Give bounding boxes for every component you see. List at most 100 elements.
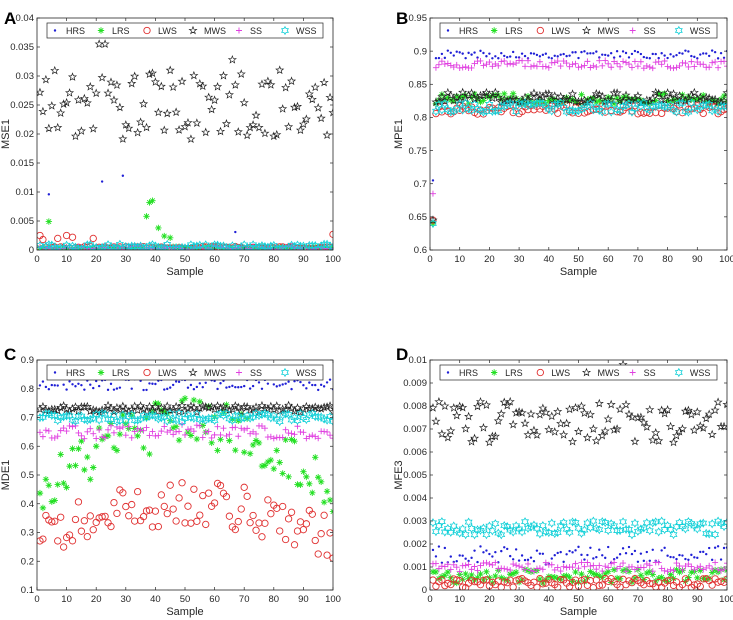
data-point: [485, 55, 488, 58]
legend-box: [46, 22, 324, 39]
data-point: [523, 430, 533, 439]
data-point: [488, 52, 491, 55]
data-point: [72, 462, 79, 469]
data-point: [551, 573, 558, 581]
x-tick-label: 0: [34, 254, 39, 265]
legend-label: HRS: [66, 26, 85, 36]
data-point: [615, 404, 625, 414]
data-point: [668, 89, 679, 98]
data-point: [693, 556, 696, 559]
y-tick-label: 0.7: [414, 179, 427, 190]
data-point: [446, 49, 450, 52]
data-point: [615, 95, 625, 105]
data-point: [625, 61, 632, 68]
x-tick-label: 60: [603, 594, 614, 605]
data-point: [637, 572, 645, 579]
data-point: [503, 54, 506, 58]
data-point: [536, 565, 543, 572]
data-point: [167, 427, 174, 434]
data-point: [503, 546, 506, 549]
data-point: [147, 68, 157, 78]
data-point: [544, 89, 554, 98]
data-point: [565, 95, 575, 105]
data-point: [699, 518, 708, 528]
data-point: [326, 529, 333, 537]
data-point: [122, 502, 130, 511]
data-point: [571, 51, 574, 54]
data-point: [553, 406, 563, 416]
data-point: [461, 52, 464, 55]
y-tick-label: 0.001: [403, 562, 427, 573]
legend-marker: [446, 371, 450, 374]
data-point: [578, 91, 585, 98]
data-point: [709, 565, 716, 572]
data-points: [37, 377, 333, 562]
data-point: [655, 574, 662, 582]
data-point: [637, 58, 644, 65]
data-point: [290, 387, 293, 391]
data-point: [563, 564, 570, 571]
data-point: [628, 64, 635, 71]
data-point: [658, 61, 665, 68]
data-point: [510, 61, 517, 68]
data-point: [236, 406, 246, 416]
data-point: [182, 431, 188, 438]
data-point: [572, 568, 579, 576]
data-point: [316, 113, 326, 123]
legend-label: LWS: [158, 26, 177, 36]
data-point: [196, 511, 204, 519]
data-point: [692, 94, 702, 103]
data-point: [315, 435, 322, 442]
series-wss: [37, 408, 333, 427]
data-point: [630, 518, 639, 528]
data-point: [617, 63, 624, 70]
data-point: [452, 410, 462, 420]
data-point: [155, 432, 162, 439]
x-tick-label: 10: [61, 254, 72, 265]
data-point: [702, 100, 711, 110]
data-point: [87, 425, 94, 432]
x-tick-label: 80: [269, 254, 280, 265]
data-point: [518, 527, 527, 537]
data-point: [602, 563, 609, 570]
data-point: [576, 401, 587, 411]
data-point: [544, 527, 553, 538]
data-point: [136, 117, 146, 127]
data-point: [530, 568, 537, 575]
data-point: [282, 436, 289, 444]
data-point: [713, 97, 723, 107]
data-point: [48, 498, 55, 505]
data-point: [242, 402, 252, 411]
data-point: [704, 409, 714, 419]
y-tick-label: 0: [29, 245, 34, 256]
data-point: [93, 435, 100, 442]
data-point: [604, 99, 613, 109]
data-point: [671, 430, 682, 440]
data-point: [664, 97, 671, 104]
data-point: [572, 560, 579, 567]
data-point: [498, 574, 505, 581]
legend-label: LWS: [551, 26, 570, 36]
data-point: [692, 407, 702, 416]
data-point: [83, 240, 92, 250]
data-point: [624, 552, 628, 555]
data-point: [649, 571, 656, 578]
data-point: [124, 123, 134, 133]
y-tick-label: 0.015: [10, 158, 34, 169]
data-point: [288, 430, 295, 437]
data-point: [712, 559, 719, 566]
data-point: [586, 52, 589, 55]
data-point: [155, 400, 162, 407]
y-axis-label: MDE1: [0, 460, 12, 491]
data-point: [643, 560, 650, 567]
data-point: [139, 99, 149, 108]
data-point: [164, 410, 171, 418]
data-point: [178, 417, 187, 427]
data-point: [62, 383, 65, 386]
data-point: [535, 53, 539, 57]
data-point: [232, 446, 239, 454]
data-point: [458, 402, 468, 412]
data-point: [455, 528, 464, 538]
data-point: [715, 566, 722, 573]
data-point: [518, 100, 527, 110]
